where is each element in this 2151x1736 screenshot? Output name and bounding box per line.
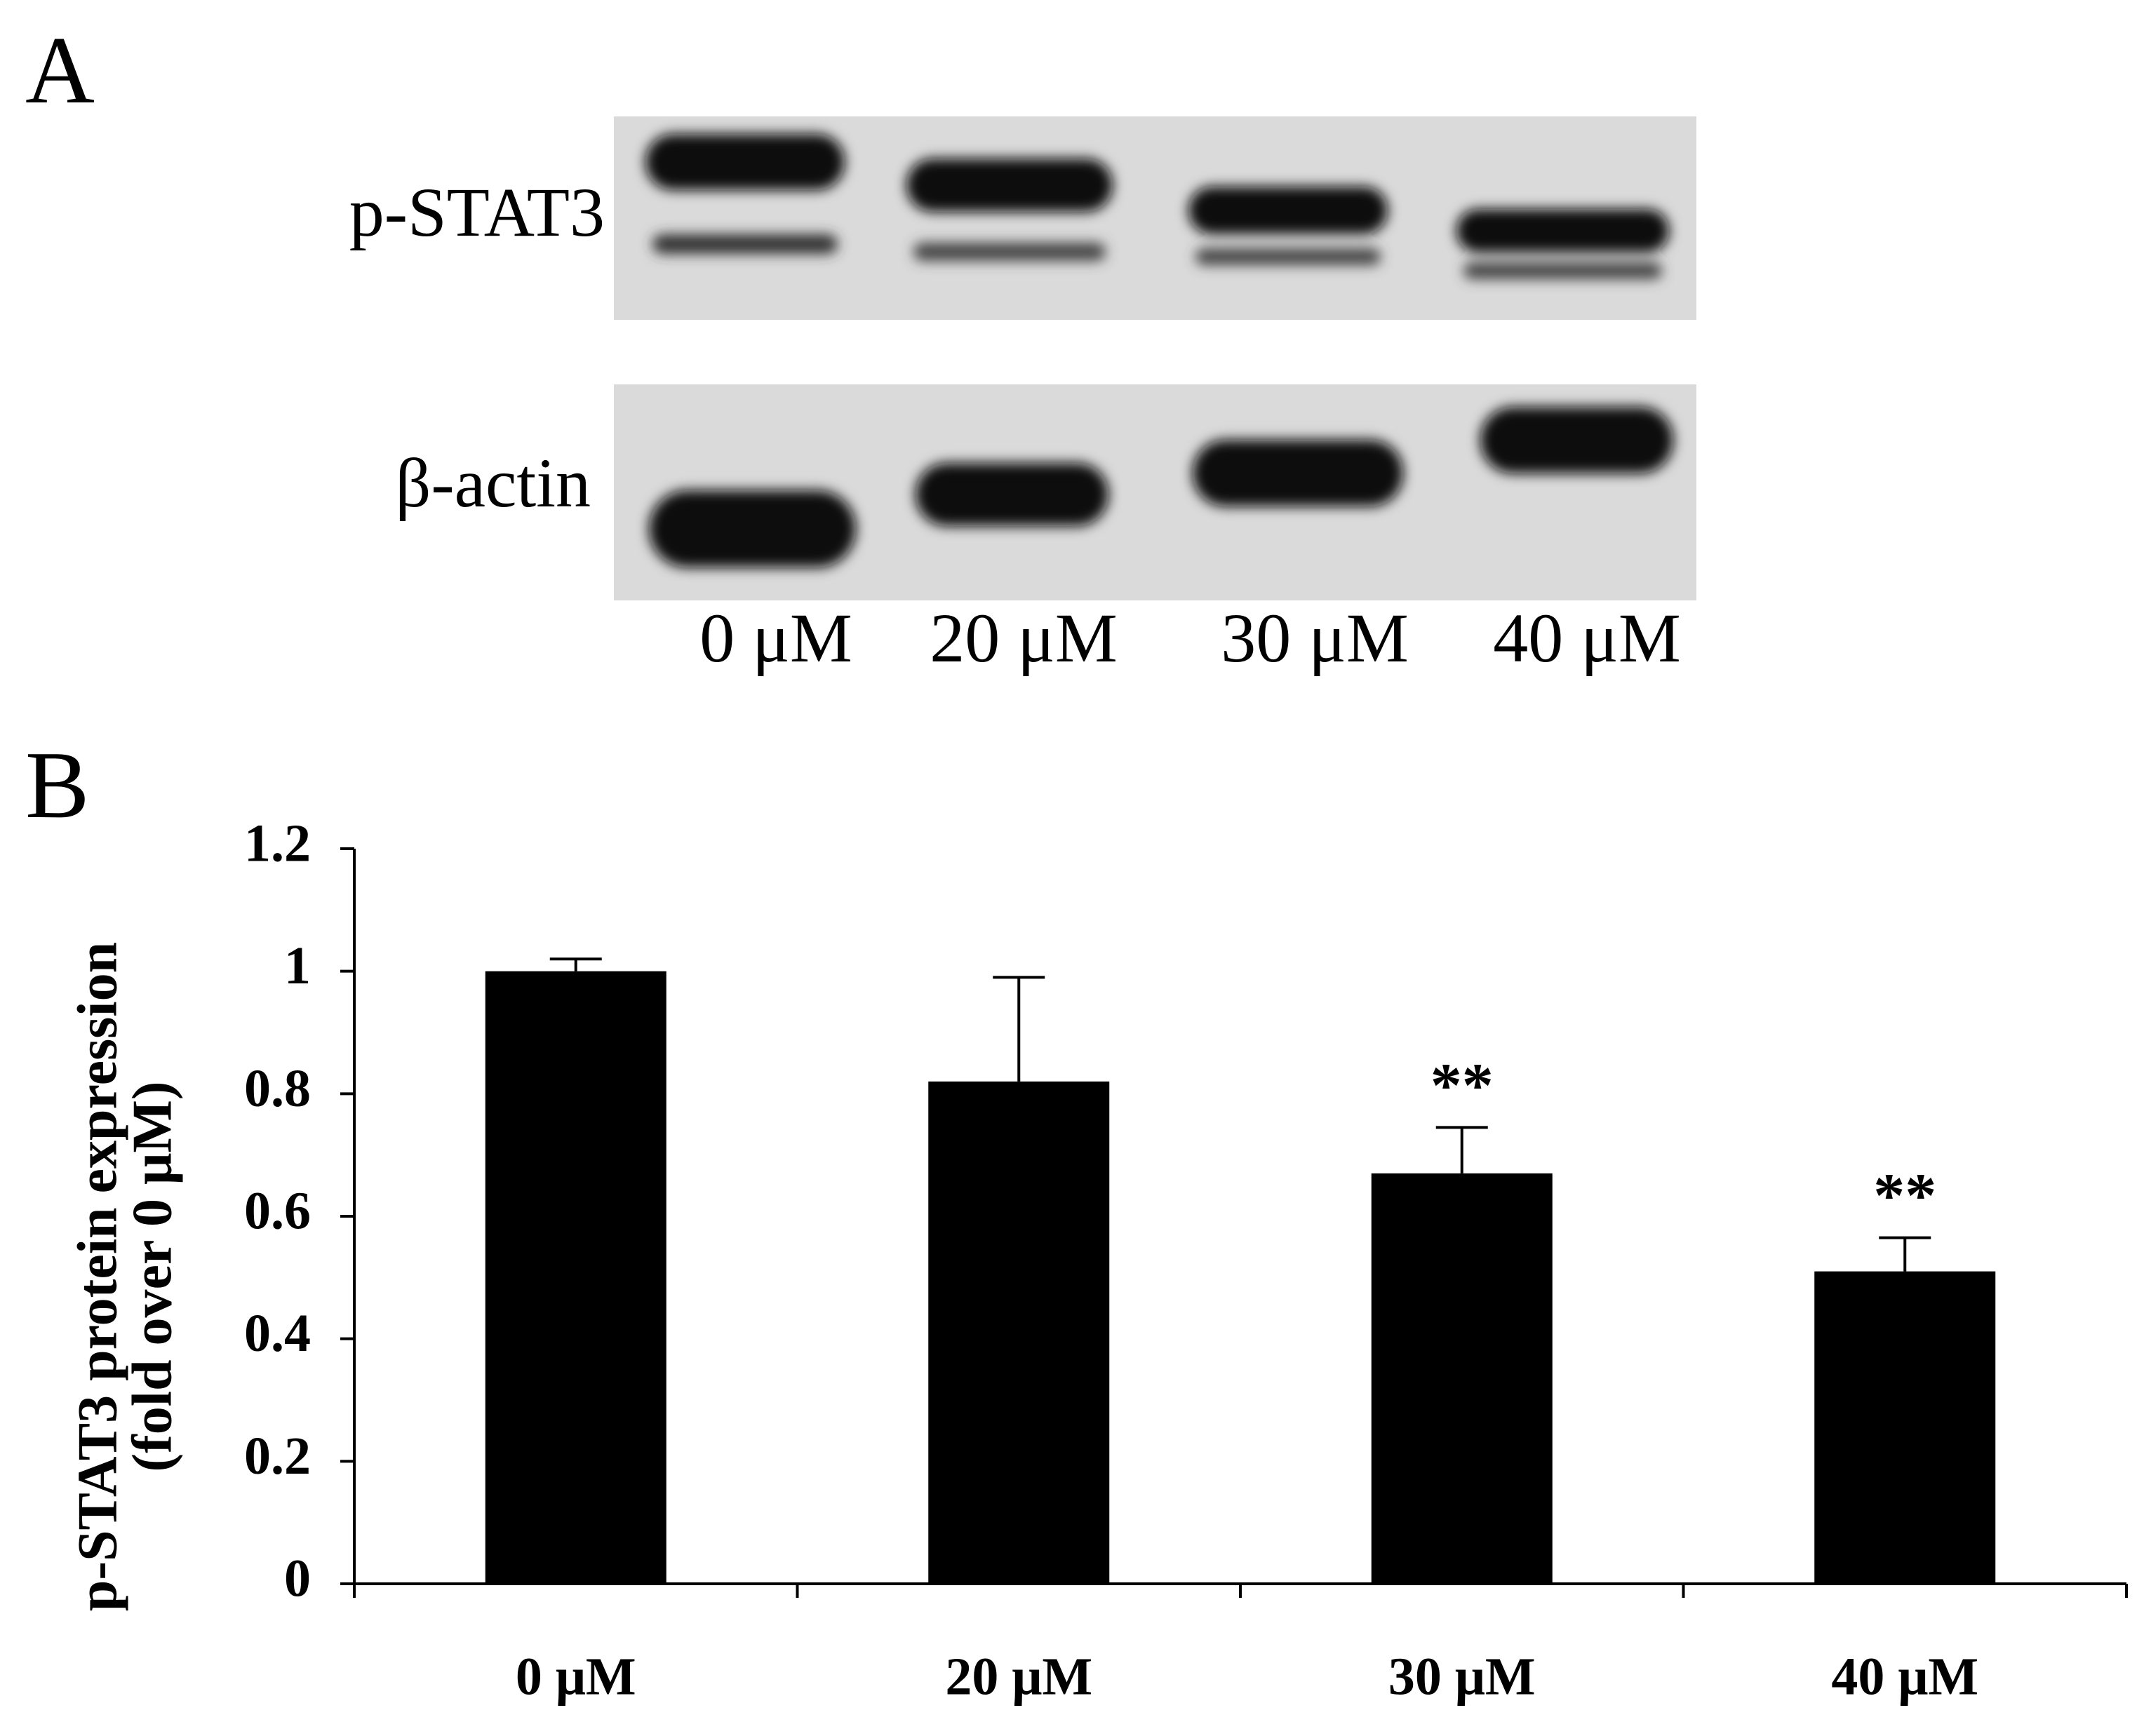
y-axis-label: (fold over 0 μM) bbox=[121, 1081, 183, 1472]
blot-top bbox=[614, 116, 1696, 320]
lane-label: 0 μM bbox=[699, 599, 852, 677]
y-tick-label: 0.8 bbox=[244, 1059, 311, 1118]
lane-label: 40 μM bbox=[1493, 599, 1681, 677]
x-tick-label: 0 μM bbox=[516, 1647, 636, 1706]
y-axis-label: p-STAT3 protein expression bbox=[67, 942, 128, 1611]
bar bbox=[1814, 1271, 1996, 1584]
y-tick-label: 1.2 bbox=[244, 814, 311, 873]
y-tick-label: 0.2 bbox=[244, 1427, 311, 1486]
lane-label: 30 μM bbox=[1221, 599, 1409, 677]
x-tick-label: 30 μM bbox=[1388, 1647, 1536, 1706]
lane-label: 20 μM bbox=[930, 599, 1118, 677]
bar bbox=[1371, 1173, 1553, 1584]
panel-label: A bbox=[25, 17, 95, 123]
significance: ** bbox=[1873, 1162, 1936, 1231]
significance: ** bbox=[1430, 1051, 1494, 1120]
bar bbox=[928, 1081, 1110, 1584]
row-label: p-STAT3 bbox=[349, 173, 605, 251]
blot-bottom bbox=[614, 384, 1696, 600]
bar bbox=[485, 971, 666, 1584]
y-tick-label: 1 bbox=[284, 936, 311, 995]
panel-label: B bbox=[25, 732, 89, 838]
x-tick-label: 20 μM bbox=[945, 1647, 1092, 1706]
x-tick-label: 40 μM bbox=[1831, 1647, 1978, 1706]
y-tick-label: 0.4 bbox=[244, 1304, 311, 1363]
y-tick-label: 0.6 bbox=[244, 1181, 311, 1240]
row-label: β-actin bbox=[395, 444, 591, 522]
y-tick-label: 0 bbox=[284, 1549, 311, 1608]
